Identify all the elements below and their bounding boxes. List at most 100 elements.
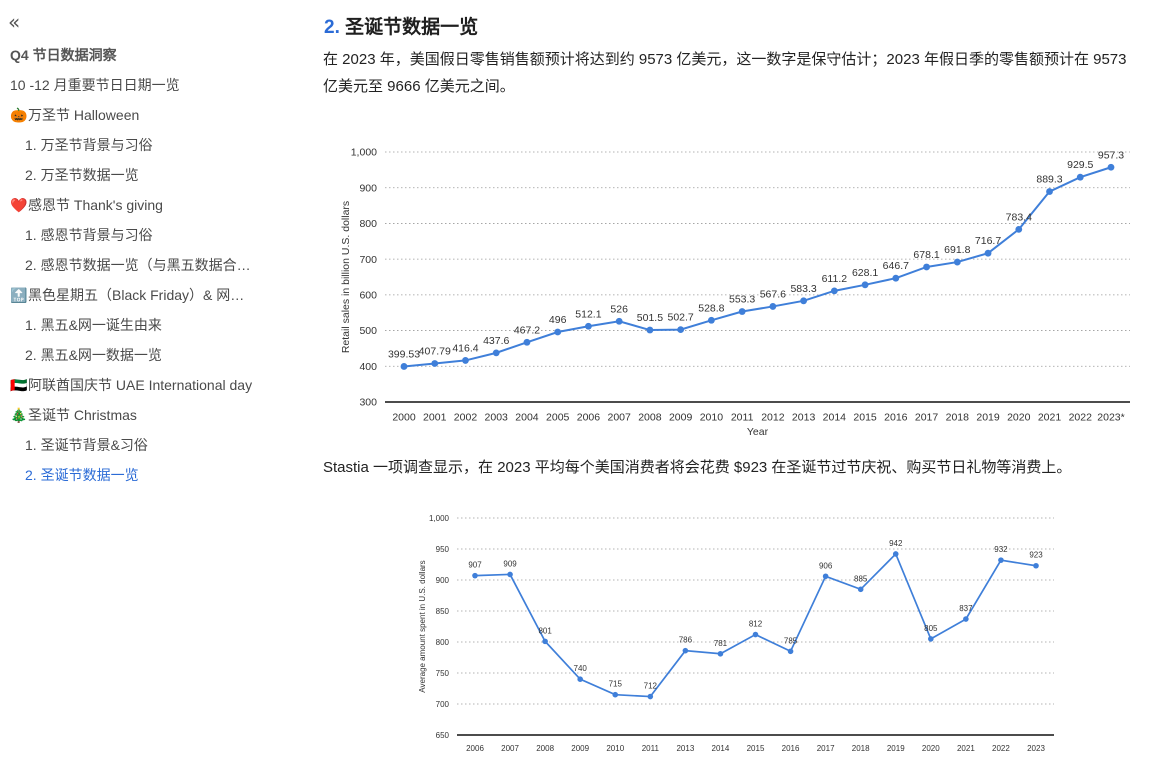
data-label: 528.8 bbox=[698, 302, 724, 314]
data-point bbox=[857, 586, 864, 593]
y-tick-label: 300 bbox=[359, 397, 377, 409]
toc-item[interactable]: 1. 万圣节背景与习俗 bbox=[25, 134, 270, 156]
x-tick-label: 2022 bbox=[992, 744, 1010, 753]
data-point bbox=[892, 551, 899, 557]
toc-item[interactable]: 🎃万圣节 Halloween bbox=[10, 104, 272, 126]
x-tick-label: 2000 bbox=[392, 412, 416, 424]
toc-item-label: 2. 感恩节数据一览（与黑五数据合… bbox=[25, 257, 251, 273]
data-label: 691.8 bbox=[944, 244, 970, 256]
x-tick-label: 2005 bbox=[546, 412, 570, 424]
x-tick-label: 2023 bbox=[1027, 744, 1045, 753]
toc-item[interactable]: 2. 感恩节数据一览（与黑五数据合… bbox=[25, 254, 270, 276]
data-label: 957.3 bbox=[1098, 149, 1124, 161]
heading-number: 2. bbox=[324, 17, 340, 38]
toc-item-label: 黑色星期五（Black Friday）& 网… bbox=[28, 287, 245, 303]
toc-item[interactable]: 🇦🇪阿联酋国庆节 UAE International day bbox=[10, 374, 272, 396]
x-tick-label: 2004 bbox=[515, 412, 539, 424]
data-point bbox=[682, 647, 689, 654]
y-tick-label: 500 bbox=[359, 325, 377, 337]
toc-emoji-icon: 🎄 bbox=[10, 408, 28, 424]
x-tick-label: 2013 bbox=[792, 412, 816, 424]
x-tick-label: 2019 bbox=[887, 744, 905, 753]
toc-item[interactable]: 1. 感恩节背景与习俗 bbox=[25, 224, 270, 246]
x-tick-label: 2009 bbox=[571, 744, 589, 753]
data-label: 906 bbox=[819, 561, 833, 570]
data-label: 942 bbox=[889, 539, 903, 548]
x-tick-label: 2018 bbox=[946, 412, 970, 424]
data-point bbox=[800, 297, 808, 305]
x-tick-label: 2010 bbox=[606, 744, 624, 753]
x-tick-label: 2006 bbox=[577, 412, 601, 424]
data-label: 416.4 bbox=[452, 342, 478, 354]
data-point bbox=[1107, 163, 1115, 171]
data-label: 740 bbox=[574, 664, 588, 673]
data-label: 526 bbox=[610, 303, 628, 315]
toc-item[interactable]: 🎄圣诞节 Christmas bbox=[10, 404, 272, 426]
toc-item[interactable]: Q4 节日数据洞察 bbox=[10, 44, 272, 66]
toc-item[interactable]: 🔝黑色星期五（Black Friday）& 网… bbox=[10, 284, 272, 306]
data-point bbox=[928, 636, 934, 642]
data-point bbox=[963, 616, 969, 622]
data-point bbox=[953, 258, 961, 266]
data-label: 583.3 bbox=[790, 283, 816, 295]
sidebar-toc: « Q4 节日数据洞察 10 -12 月重要节日日期一览 🎃万圣节 Hallowee… bbox=[0, 0, 300, 767]
toc-item[interactable]: 2. 万圣节数据一览 bbox=[25, 164, 270, 186]
data-point bbox=[585, 322, 592, 330]
y-tick-label: 850 bbox=[436, 607, 450, 616]
data-label: 512.1 bbox=[575, 308, 601, 320]
y-tick-label: 800 bbox=[359, 218, 377, 230]
data-label: 553.3 bbox=[729, 294, 755, 306]
x-tick-label: 2006 bbox=[466, 744, 484, 753]
data-point bbox=[577, 676, 583, 682]
data-point bbox=[646, 326, 654, 334]
toc-item[interactable]: 2. 圣诞节数据一览 bbox=[25, 464, 270, 486]
toc-emoji-icon: 🎃 bbox=[10, 108, 28, 124]
toc-item-label: 万圣节 Halloween bbox=[28, 107, 140, 123]
data-label: 801 bbox=[538, 626, 552, 635]
data-label: 715 bbox=[609, 680, 623, 689]
toc-item[interactable]: 1. 黑五&网一诞生由来 bbox=[25, 314, 270, 336]
toc-item[interactable]: 2. 黑五&网一数据一览 bbox=[25, 344, 270, 366]
avg-spend-chart: 650 700 750 800 850 900 950 1,000 907 2006 909 2007… bbox=[418, 514, 1054, 753]
data-point bbox=[830, 287, 838, 295]
data-point bbox=[707, 316, 715, 324]
toc-emoji-icon: ❤️ bbox=[10, 198, 28, 214]
data-point bbox=[861, 281, 869, 289]
data-label: 929.5 bbox=[1067, 159, 1093, 171]
x-tick-label: 2007 bbox=[501, 744, 519, 753]
data-label: 501.5 bbox=[637, 312, 663, 324]
y-tick-label: 600 bbox=[359, 290, 377, 302]
paragraph-consumer-spend: Stastia 一项调查显示，在 2023 平均每个美国消费者将会花费 $923… bbox=[323, 459, 1072, 476]
x-tick-label: 2017 bbox=[817, 744, 835, 753]
data-label: 812 bbox=[749, 620, 763, 629]
double-chevron-left-icon[interactable]: « bbox=[8, 10, 21, 34]
x-tick-label: 2019 bbox=[976, 412, 1000, 424]
x-tick-label: 2015 bbox=[853, 412, 877, 424]
data-point bbox=[717, 650, 724, 657]
data-point bbox=[923, 263, 930, 271]
data-label: 399.53 bbox=[388, 348, 420, 360]
toc-item[interactable]: ❤️感恩节 Thank's giving bbox=[10, 194, 272, 216]
y-tick-label: 400 bbox=[359, 361, 377, 373]
data-point bbox=[1076, 173, 1084, 181]
retail-sales-chart: 300 400 500 600 700 800 900 1,000 399.53 2000 407.… bbox=[340, 147, 1130, 438]
data-point bbox=[787, 648, 794, 655]
data-point bbox=[769, 303, 777, 310]
x-tick-label: 2002 bbox=[454, 412, 478, 424]
y-tick-label: 700 bbox=[436, 700, 450, 709]
toc-item[interactable]: 10 -12 月重要节日日期一览 bbox=[10, 74, 272, 96]
data-label: 932 bbox=[994, 545, 1008, 554]
x-tick-label: 2014 bbox=[712, 744, 730, 753]
x-tick-label: 2009 bbox=[669, 412, 693, 424]
toc-item[interactable]: 1. 圣诞节背景&习俗 bbox=[25, 434, 270, 456]
x-tick-label: 2013 bbox=[676, 744, 694, 753]
data-label: 628.1 bbox=[852, 267, 878, 279]
heading-text: 圣诞节数据一览 bbox=[345, 17, 479, 38]
data-point bbox=[400, 363, 408, 370]
data-label: 611.2 bbox=[822, 273, 848, 285]
x-tick-label: 2016 bbox=[782, 744, 800, 753]
data-label: 712 bbox=[644, 682, 658, 691]
data-label: 805 bbox=[924, 624, 938, 633]
data-label: 678.1 bbox=[913, 249, 939, 261]
x-tick-label: 2001 bbox=[423, 412, 447, 424]
